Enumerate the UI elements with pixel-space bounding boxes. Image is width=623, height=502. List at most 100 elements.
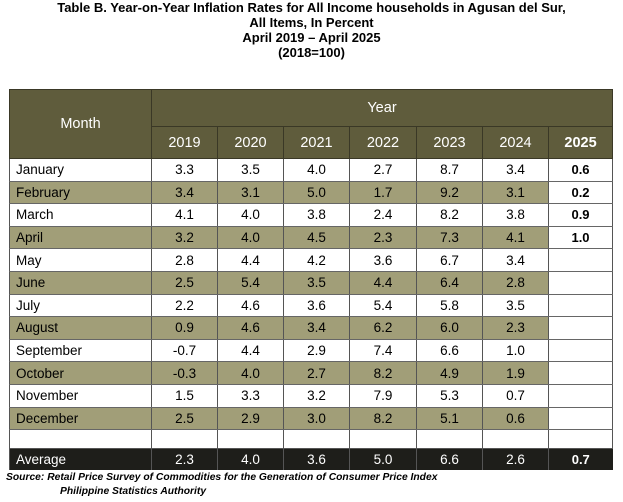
value-cell: 2.9 — [283, 339, 350, 363]
title-line-2: All Items, In Percent — [249, 15, 374, 30]
value-cell: 4.1 — [482, 226, 549, 250]
year-column-header: 2021 — [283, 126, 350, 159]
value-cell: 3.8 — [482, 203, 549, 227]
value-cell: 4.6 — [217, 316, 284, 340]
value-cell: 8.2 — [349, 361, 417, 385]
year-column-header: 2022 — [349, 126, 417, 159]
average-value-cell: 5.0 — [349, 448, 417, 471]
value-cell: 4.0 — [283, 158, 350, 182]
value-cell: 3.6 — [349, 248, 417, 272]
month-cell: April — [9, 226, 152, 250]
value-cell — [547, 339, 614, 363]
table-row: September -0.7 4.4 2.9 7.4 6.6 1.0 — [9, 339, 614, 363]
value-cell: 8.2 — [416, 203, 483, 227]
month-cell: November — [9, 384, 152, 408]
month-cell: July — [9, 294, 152, 318]
value-cell: 1.9 — [482, 361, 549, 385]
value-cell: 9.2 — [416, 181, 483, 205]
month-column-header: Month — [9, 89, 152, 159]
value-cell: 4.0 — [217, 226, 284, 250]
value-cell: 5.8 — [416, 294, 483, 318]
table-row: July 2.2 4.6 3.6 5.4 5.8 3.5 — [9, 294, 614, 318]
value-cell: 6.6 — [416, 339, 483, 363]
year-column-header: 2024 — [482, 126, 549, 159]
value-cell — [547, 294, 614, 318]
value-cell: 7.3 — [416, 226, 483, 250]
value-cell: 3.2 — [151, 226, 218, 250]
table-row: April 3.2 4.0 4.5 2.3 7.3 4.1 1.0 — [9, 226, 614, 250]
value-cell: 6.7 — [416, 248, 483, 272]
value-cell: 2.2 — [151, 294, 218, 318]
value-cell: -0.3 — [151, 361, 218, 385]
table-row: January 3.3 3.5 4.0 2.7 8.7 3.4 0.6 — [9, 158, 614, 182]
value-cell: 8.7 — [416, 158, 483, 182]
value-cell: 2.5 — [151, 271, 218, 295]
empty-cell — [349, 429, 417, 450]
value-cell — [547, 407, 614, 431]
year-column-header: 2023 — [416, 126, 483, 159]
value-cell: 1.0 — [482, 339, 549, 363]
empty-cell — [482, 429, 549, 450]
month-cell: August — [9, 316, 152, 340]
value-cell: 3.1 — [482, 181, 549, 205]
value-cell — [547, 361, 614, 385]
month-cell: May — [9, 248, 152, 272]
value-cell: 4.2 — [283, 248, 350, 272]
value-cell: 4.4 — [217, 248, 284, 272]
value-cell: 0.9 — [151, 316, 218, 340]
value-cell: 3.8 — [283, 203, 350, 227]
value-cell: 2.5 — [151, 407, 218, 431]
value-cell: 6.4 — [416, 271, 483, 295]
table-row: May 2.8 4.4 4.2 3.6 6.7 3.4 — [9, 248, 614, 272]
month-cell: September — [9, 339, 152, 363]
value-cell — [547, 271, 614, 295]
value-cell: 6.0 — [416, 316, 483, 340]
average-value-cell: 6.6 — [416, 448, 483, 471]
year-column-header: 2019 — [151, 126, 218, 159]
value-cell: 3.5 — [482, 294, 549, 318]
average-value-cell: 3.6 — [283, 448, 350, 471]
value-cell: 4.0 — [217, 203, 284, 227]
table-row: June 2.5 5.4 3.5 4.4 6.4 2.8 — [9, 271, 614, 295]
value-cell: 1.5 — [151, 384, 218, 408]
year-group-header: Year — [150, 89, 614, 127]
value-cell: 2.3 — [349, 226, 417, 250]
source-note: Source: Retail Price Survey of Commoditi… — [6, 471, 437, 499]
value-cell: 3.4 — [482, 158, 549, 182]
value-cell: 2.4 — [349, 203, 417, 227]
value-cell: 1.7 — [349, 181, 417, 205]
average-value-cell: 2.3 — [151, 448, 218, 471]
average-value-cell: 0.7 — [547, 448, 613, 471]
value-cell: 3.3 — [151, 158, 218, 182]
month-cell: October — [9, 361, 152, 385]
table-row: March 4.1 4.0 3.8 2.4 8.2 3.8 0.9 — [9, 203, 614, 227]
title-line-1: Table B. Year-on-Year Inflation Rates fo… — [57, 0, 566, 15]
empty-cell — [283, 429, 350, 450]
average-value-cell: 2.6 — [482, 448, 549, 471]
source-line-2: Philippine Statistics Authority — [60, 486, 207, 497]
value-cell: 0.6 — [547, 158, 614, 182]
title-line-4: (2018=100) — [278, 45, 345, 60]
value-cell: 3.5 — [283, 271, 350, 295]
value-cell: 1.0 — [547, 226, 614, 250]
title-line-3: April 2019 – April 2025 — [242, 30, 381, 45]
month-cell: February — [9, 181, 152, 205]
value-cell: 2.8 — [482, 271, 549, 295]
value-cell: 5.4 — [349, 294, 417, 318]
average-value-cell: 4.0 — [217, 448, 284, 471]
month-cell: December — [9, 407, 152, 431]
value-cell: 4.1 — [151, 203, 218, 227]
value-cell: 0.9 — [547, 203, 614, 227]
value-cell: 4.6 — [217, 294, 284, 318]
value-cell: 5.0 — [283, 181, 350, 205]
value-cell: 0.6 — [482, 407, 549, 431]
value-cell: 4.0 — [217, 361, 284, 385]
value-cell: 7.4 — [349, 339, 417, 363]
value-cell: 3.1 — [217, 181, 284, 205]
empty-cell — [547, 429, 614, 450]
table-row: November 1.5 3.3 3.2 7.9 5.3 0.7 — [9, 384, 614, 408]
value-cell: 3.0 — [283, 407, 350, 431]
value-cell: 0.7 — [482, 384, 549, 408]
value-cell: 2.8 — [151, 248, 218, 272]
value-cell: 5.1 — [416, 407, 483, 431]
